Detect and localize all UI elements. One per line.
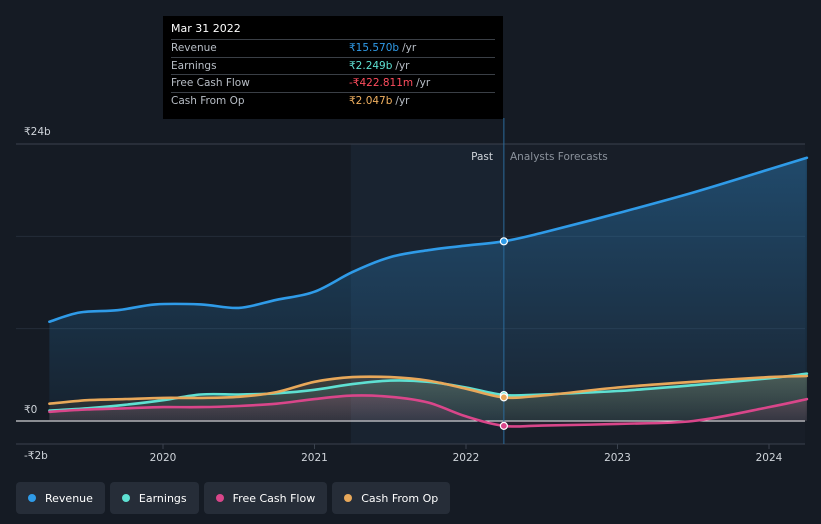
- series-lines: [48, 156, 809, 428]
- legend: Revenue Earnings Free Cash Flow Cash Fro…: [16, 482, 451, 514]
- tooltip-unit: /yr: [395, 94, 410, 107]
- legend-label: Cash From Op: [361, 491, 439, 505]
- tooltip-date: Mar 31 2022: [171, 22, 241, 35]
- tooltip-label: Earnings: [171, 59, 217, 72]
- x-tick-label: 2020: [150, 452, 177, 464]
- series-area-cash-from-op: [49, 376, 807, 421]
- highlight-point-revenue: [499, 237, 508, 246]
- tooltip-row-revenue: Revenue ₹15.570b /yr: [171, 39, 495, 57]
- tooltip-row-cash-from-op: Cash From Op ₹2.047b /yr: [171, 91, 495, 110]
- x-tick-label: 2023: [604, 452, 631, 464]
- y-tick-label: -₹2b: [24, 450, 48, 462]
- series-line-earnings: [48, 372, 809, 412]
- tooltip-label: Revenue: [171, 42, 217, 55]
- highlight-point-cash-from-op: [499, 393, 508, 402]
- earnings-dot-icon: [121, 494, 130, 502]
- legend-label: Earnings: [138, 491, 187, 505]
- series-line-cash-from-op: [48, 374, 809, 405]
- tooltip-label: Cash From Op: [171, 94, 245, 107]
- tooltip-value: ₹15.570b: [349, 42, 400, 55]
- free-cash-flow-dot-icon: [215, 494, 224, 502]
- tooltip-label: Free Cash Flow: [171, 77, 250, 90]
- y-tick-label: ₹0: [24, 404, 37, 416]
- legend-item-cash-from-op[interactable]: Cash From Op: [332, 482, 451, 514]
- legend-label: Free Cash Flow: [232, 491, 316, 505]
- legend-item-earnings[interactable]: Earnings: [109, 482, 199, 514]
- revenue-dot-icon: [28, 494, 36, 502]
- tooltip-value: ₹2.249b: [349, 59, 393, 72]
- legend-label: Revenue: [45, 491, 93, 505]
- x-tick-label: 2021: [301, 452, 328, 464]
- series-line-free-cash-flow: [48, 394, 809, 428]
- tooltip: Mar 31 2022 Revenue ₹15.570b /yr Earning…: [163, 16, 503, 119]
- legend-item-revenue[interactable]: Revenue: [16, 482, 105, 514]
- series-line-revenue: [48, 156, 809, 323]
- forecast-label: Analysts Forecasts: [510, 151, 608, 163]
- legend-item-free-cash-flow[interactable]: Free Cash Flow: [203, 482, 328, 514]
- tooltip-row-earnings: Earnings ₹2.249b /yr: [171, 56, 495, 75]
- highlight-point-free-cash-flow: [499, 421, 508, 430]
- x-tick-label: 2024: [756, 452, 783, 464]
- series-area-revenue: [49, 157, 807, 422]
- y-tick-label: ₹24b: [24, 126, 51, 138]
- highlight-markers: [499, 118, 508, 444]
- tooltip-unit: /yr: [416, 77, 431, 90]
- axes: ₹24b ₹0 -₹2b 2020 2021 2022 2023 2024: [24, 126, 783, 464]
- x-tick-label: 2022: [453, 452, 480, 464]
- tooltip-value: ₹2.047b: [349, 94, 393, 107]
- tooltip-row-free-cash-flow: Free Cash Flow -₹422.811m /yr: [171, 74, 495, 92]
- tooltip-value: -₹422.811m: [349, 77, 414, 90]
- series-areas: [49, 157, 807, 427]
- tooltip-unit: /yr: [395, 59, 410, 72]
- past-label: Past: [471, 151, 493, 163]
- cash-from-op-dot-icon: [344, 494, 353, 502]
- tooltip-unit: /yr: [402, 42, 417, 55]
